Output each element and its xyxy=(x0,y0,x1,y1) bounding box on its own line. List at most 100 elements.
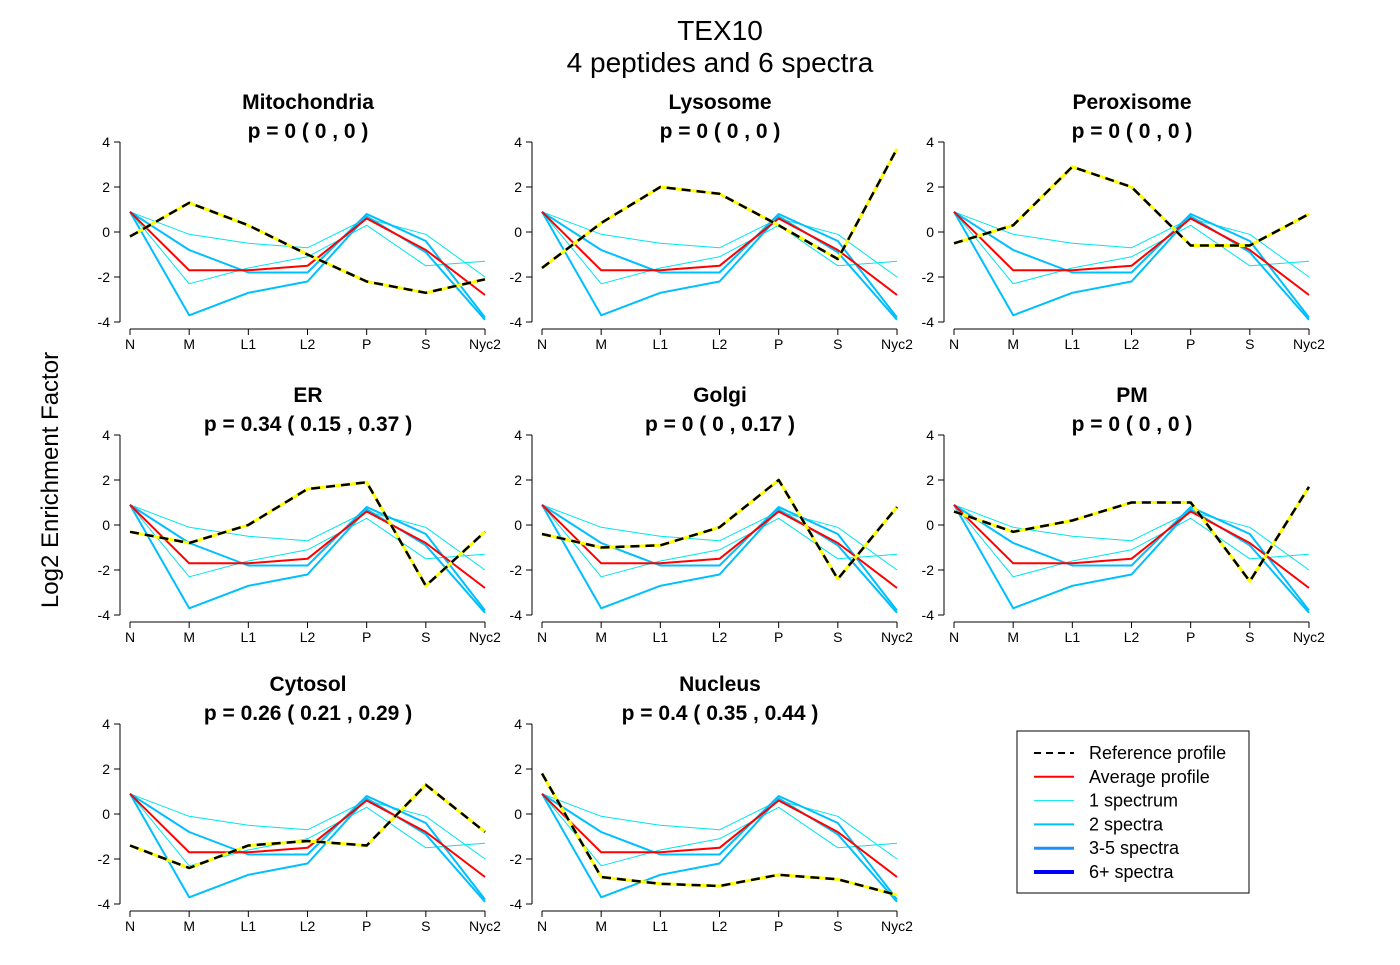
y-tick-label: 4 xyxy=(514,716,522,732)
y-tick-label: -2 xyxy=(922,562,935,578)
x-tick-label: L1 xyxy=(1065,629,1081,645)
x-tick-label: N xyxy=(125,918,135,934)
reference-profile-line xyxy=(953,486,1311,583)
panel-title: Golgi xyxy=(693,384,747,407)
peptide-profile-line-4 xyxy=(129,792,486,901)
x-tick-label: P xyxy=(774,918,783,934)
peptide-profile-line-4 xyxy=(541,792,898,901)
panel-p-value: p = 0.26 ( 0.21 , 0.29 ) xyxy=(204,702,412,725)
y-tick-label: -4 xyxy=(510,896,523,912)
x-tick-label: N xyxy=(537,918,547,934)
reference-profile-underlay xyxy=(953,486,1311,583)
average-profile-line xyxy=(953,504,1310,589)
legend-box xyxy=(1016,730,1250,894)
x-tick-label: L2 xyxy=(712,918,728,934)
x-tick-label: S xyxy=(833,629,842,645)
legend-item: 1 spectrum xyxy=(1034,791,1178,811)
panel-p-value: p = 0 ( 0 , 0 ) xyxy=(248,120,369,143)
peptide-profile-line-1 xyxy=(953,504,1310,578)
x-tick-label: S xyxy=(421,629,430,645)
y-tick-label: 0 xyxy=(102,517,110,533)
x-tick-label: M xyxy=(595,629,607,645)
x-tick-label: N xyxy=(537,629,547,645)
x-tick-label: P xyxy=(774,336,783,352)
x-tick-label: S xyxy=(421,918,430,934)
x-tick-label: N xyxy=(537,336,547,352)
panel-lysosome: Lysosome p = 0 ( 0 , 0 ) 4 2 0 -2 -4 N M L1 L2 P S Ny… xyxy=(510,91,914,352)
legend-label: Average profile xyxy=(1089,767,1210,787)
x-tick-label: P xyxy=(1186,629,1195,645)
legend-label: 3-5 spectra xyxy=(1089,838,1180,858)
reference-profile-underlay xyxy=(129,783,486,870)
legend-label: Reference profile xyxy=(1089,743,1226,763)
y-tick-label: 2 xyxy=(926,179,934,195)
peptide-profile-line-1 xyxy=(541,504,898,578)
x-tick-label: L1 xyxy=(653,629,669,645)
legend-item: Reference profile xyxy=(1034,743,1226,763)
y-tick-label: 2 xyxy=(514,179,522,195)
reference-profile-line xyxy=(129,481,486,588)
peptide-profile-line-2 xyxy=(953,504,1310,571)
x-tick-label: M xyxy=(183,629,195,645)
panel-p-value: p = 0 ( 0 , 0 ) xyxy=(1072,120,1193,143)
x-tick-label: Nyc2 xyxy=(469,918,501,934)
legend-item: 6+ spectra xyxy=(1034,862,1175,882)
x-tick-label: L2 xyxy=(1124,336,1140,352)
y-tick-label: 0 xyxy=(926,224,934,240)
y-tick-label: 0 xyxy=(514,806,522,822)
panel-p-value: p = 0 ( 0 , 0 ) xyxy=(1072,413,1193,436)
peptide-profile-line-4 xyxy=(953,210,1310,319)
x-tick-label: L2 xyxy=(300,918,316,934)
panel-peroxisome: Peroxisome p = 0 ( 0 , 0 ) 4 2 0 -2 -4 N M L1 L2 P S… xyxy=(922,91,1326,352)
panel-er: ER p = 0.34 ( 0.15 , 0.37 ) 4 2 0 -2 -4 N M L1 L2 P… xyxy=(98,384,502,645)
y-tick-label: -4 xyxy=(510,314,523,330)
peptide-profile-line-3 xyxy=(953,211,1310,321)
panel-nucleus: Nucleus p = 0.4 ( 0.35 , 0.44 ) 4 2 0 -2 -4 N M L… xyxy=(510,673,914,934)
y-tick-label: 0 xyxy=(102,806,110,822)
y-tick-label: -4 xyxy=(510,607,523,623)
reference-profile-line xyxy=(541,478,898,581)
y-tick-label: 0 xyxy=(102,224,110,240)
y-tick-label: 2 xyxy=(514,472,522,488)
peptide-profile-line-3 xyxy=(541,793,898,903)
peptide-profile-line-3 xyxy=(129,504,486,614)
legend-item: 2 spectra xyxy=(1034,814,1164,834)
x-tick-label: L2 xyxy=(712,336,728,352)
reference-profile-line xyxy=(129,783,486,870)
x-tick-label: M xyxy=(595,918,607,934)
y-tick-label: 2 xyxy=(926,472,934,488)
y-tick-label: 2 xyxy=(102,472,110,488)
x-tick-label: Nyc2 xyxy=(1293,629,1325,645)
panels-group: Mitochondria p = 0 ( 0 , 0 ) 4 2 0 -2 -4 N M L1 L2… xyxy=(98,91,1326,934)
peptide-profile-line-1 xyxy=(541,793,898,867)
panel-title: PM xyxy=(1116,384,1148,407)
peptide-profile-line-2 xyxy=(129,793,486,860)
legend-label: 1 spectrum xyxy=(1089,791,1178,811)
average-profile-line xyxy=(541,504,898,589)
x-tick-label: M xyxy=(1007,629,1019,645)
panel-title: Mitochondria xyxy=(242,91,374,114)
x-tick-label: P xyxy=(1186,336,1195,352)
x-tick-label: N xyxy=(949,336,959,352)
panel-mitochondria: Mitochondria p = 0 ( 0 , 0 ) 4 2 0 -2 -4 N M L1 L2… xyxy=(98,91,502,352)
x-tick-label: S xyxy=(833,336,842,352)
x-tick-label: L1 xyxy=(241,918,257,934)
y-axis-label: Log2 Enrichment Factor xyxy=(37,352,64,608)
peptide-profile-line-1 xyxy=(129,793,486,867)
x-tick-label: M xyxy=(183,336,195,352)
panel-p-value: p = 0 ( 0 , 0 ) xyxy=(660,120,781,143)
legend: Reference profile Average profile 1 spectr… xyxy=(1016,730,1250,894)
x-tick-label: N xyxy=(125,629,135,645)
peptide-profile-line-2 xyxy=(541,504,898,571)
y-tick-label: -2 xyxy=(922,269,935,285)
average-profile-line xyxy=(129,211,486,296)
panel-pm: PM p = 0 ( 0 , 0 ) 4 2 0 -2 -4 N M L1 L2 P S Nyc2 xyxy=(922,384,1326,645)
panel-title: Lysosome xyxy=(668,91,771,114)
y-tick-label: -2 xyxy=(98,851,111,867)
peptide-profile-line-2 xyxy=(541,211,898,278)
peptide-profile-line-2 xyxy=(129,211,486,278)
x-tick-label: L2 xyxy=(300,336,316,352)
x-tick-label: P xyxy=(774,629,783,645)
y-tick-label: -4 xyxy=(98,314,111,330)
